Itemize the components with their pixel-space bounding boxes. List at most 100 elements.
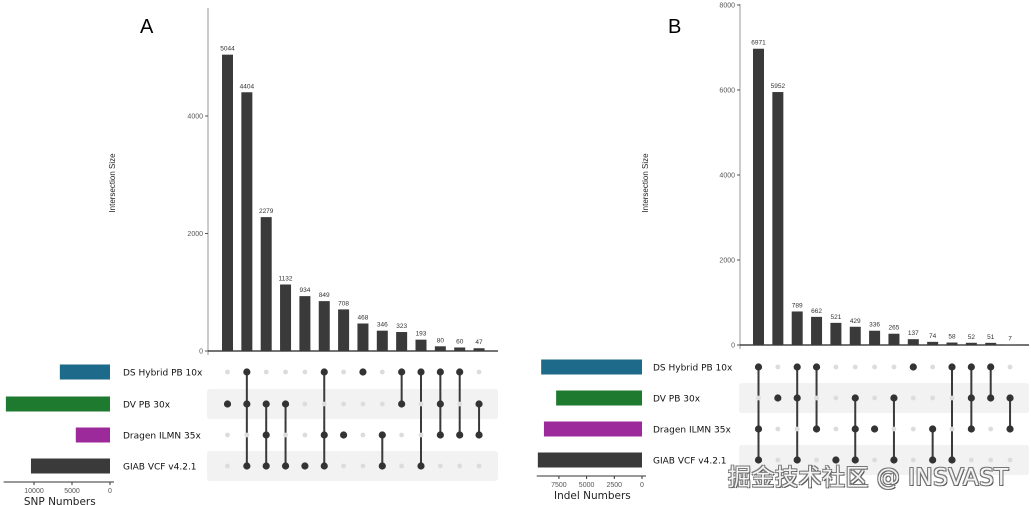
panel-letter: B	[668, 16, 681, 38]
set-size-tick-label: 0	[640, 482, 644, 489]
matrix-dot-filled	[456, 431, 464, 439]
bar-value-label: 80	[437, 337, 445, 344]
y-axis-label: Intersection Size	[108, 153, 117, 213]
matrix-dot-filled	[967, 394, 975, 402]
bar-value-label: 51	[987, 334, 995, 341]
set-size-tick-label: 0	[108, 488, 112, 495]
bar-value-label: 849	[319, 292, 330, 299]
set-size-bar	[537, 452, 642, 468]
bar-value-label: 1132	[279, 275, 293, 282]
matrix-dot-filled	[475, 400, 483, 408]
intersection-bar	[772, 92, 784, 345]
bar-value-label: 323	[396, 323, 407, 330]
matrix-dot-filled	[812, 363, 821, 371]
bar-value-label: 52	[968, 334, 976, 341]
intersection-bar	[376, 330, 388, 351]
matrix-dot-filled	[987, 363, 995, 371]
matrix-dot-empty	[775, 426, 781, 432]
bar-value-label: 934	[299, 287, 310, 294]
matrix-dot-empty	[283, 369, 288, 375]
matrix-dot-empty	[476, 463, 482, 469]
matrix-dot-filled	[754, 425, 763, 433]
matrix-dot-empty	[1007, 457, 1013, 463]
matrix-band	[207, 451, 498, 481]
matrix-dot-empty	[283, 432, 288, 438]
matrix-dot-empty	[988, 426, 994, 432]
set-label: GIAB VCF v4.2.1	[123, 463, 197, 473]
intersection-bar	[927, 341, 939, 345]
matrix-dot-filled	[754, 456, 763, 464]
matrix-dot-empty	[437, 463, 443, 469]
matrix-dot-empty	[910, 457, 916, 463]
matrix-dot-empty	[457, 401, 463, 407]
matrix-dot-empty	[341, 401, 346, 407]
matrix-dot-filled	[871, 425, 879, 433]
matrix-dot-filled	[851, 425, 859, 433]
matrix-dot-empty	[379, 401, 385, 407]
matrix-dot-empty	[872, 364, 877, 370]
y-tick-label: 4000	[187, 114, 203, 121]
bar-value-label: 429	[850, 318, 861, 325]
bar-value-label: 60	[456, 338, 464, 345]
intersection-bar	[753, 48, 764, 346]
matrix-dot-empty	[379, 369, 385, 375]
matrix-dot-empty	[360, 463, 366, 469]
y-tick-label: 0	[199, 349, 203, 356]
matrix-dot-filled	[359, 368, 367, 376]
set-label: Dragen ILMN 35x	[653, 426, 731, 436]
matrix-dot-empty	[399, 432, 405, 438]
upset-panel-a: A 0 2000 4000 Intersection Size 5044 4404 2279 1…	[3, 8, 498, 505]
matrix-dot-filled	[987, 394, 995, 402]
intersection-bar	[241, 92, 253, 351]
set-size-bar	[5, 396, 111, 412]
matrix-dot-filled	[398, 368, 406, 376]
set-label: DV PB 30x	[653, 395, 701, 405]
y-tick-label: 0	[731, 343, 735, 350]
matrix-dot-filled	[890, 456, 898, 464]
set-size-tick-label: 5000	[64, 488, 80, 495]
bar-value-label: 662	[811, 308, 822, 315]
matrix-dot-filled	[436, 431, 444, 439]
matrix-dot-filled	[378, 462, 386, 470]
matrix-dot-filled	[793, 363, 801, 371]
bar-value-label: 58	[948, 334, 956, 341]
matrix-dot-filled	[793, 456, 801, 464]
bar-value-label: 47	[475, 339, 483, 346]
matrix-dot-empty	[988, 457, 994, 463]
y-tick-label: 6000	[719, 88, 735, 95]
set-size-axis-label: Indel Numbers	[554, 490, 631, 502]
y-tick-label: 8000	[719, 3, 735, 10]
matrix-dot-empty	[910, 426, 916, 432]
matrix-band	[739, 445, 1029, 475]
intersection-bar	[222, 54, 233, 351]
matrix-dot-filled	[262, 462, 270, 470]
set-size-bar	[30, 458, 110, 474]
matrix-dot-empty	[949, 395, 955, 401]
matrix-dot-filled	[967, 425, 975, 433]
set-size-axis-label: SNP Numbers	[24, 496, 96, 505]
set-size-bar	[75, 427, 110, 443]
intersection-bar	[946, 342, 958, 345]
set-label: DS Hybrid PB 10x	[123, 369, 203, 379]
intersection-bar	[454, 347, 466, 351]
matrix-dot-filled	[243, 400, 251, 408]
matrix-dot-empty	[341, 463, 346, 469]
y-tick-label: 2000	[719, 258, 735, 265]
matrix-dot-filled	[948, 363, 956, 371]
matrix-dot-empty	[930, 395, 936, 401]
matrix-dot-empty	[225, 432, 230, 438]
matrix-dot-empty	[794, 426, 800, 432]
matrix-dot-filled	[398, 400, 406, 408]
intersection-bar	[888, 333, 900, 345]
set-size-tick-label: 7500	[551, 482, 567, 489]
y-tick-label: 2000	[187, 231, 203, 238]
matrix-dot-empty	[457, 463, 463, 469]
matrix-dot-filled	[456, 368, 464, 376]
matrix-dot-filled	[851, 394, 859, 402]
matrix-dot-filled	[929, 425, 937, 433]
matrix-dot-filled	[909, 363, 917, 371]
matrix-dot-empty	[910, 395, 916, 401]
matrix-dot-empty	[399, 463, 405, 469]
intersection-bar	[260, 217, 272, 351]
